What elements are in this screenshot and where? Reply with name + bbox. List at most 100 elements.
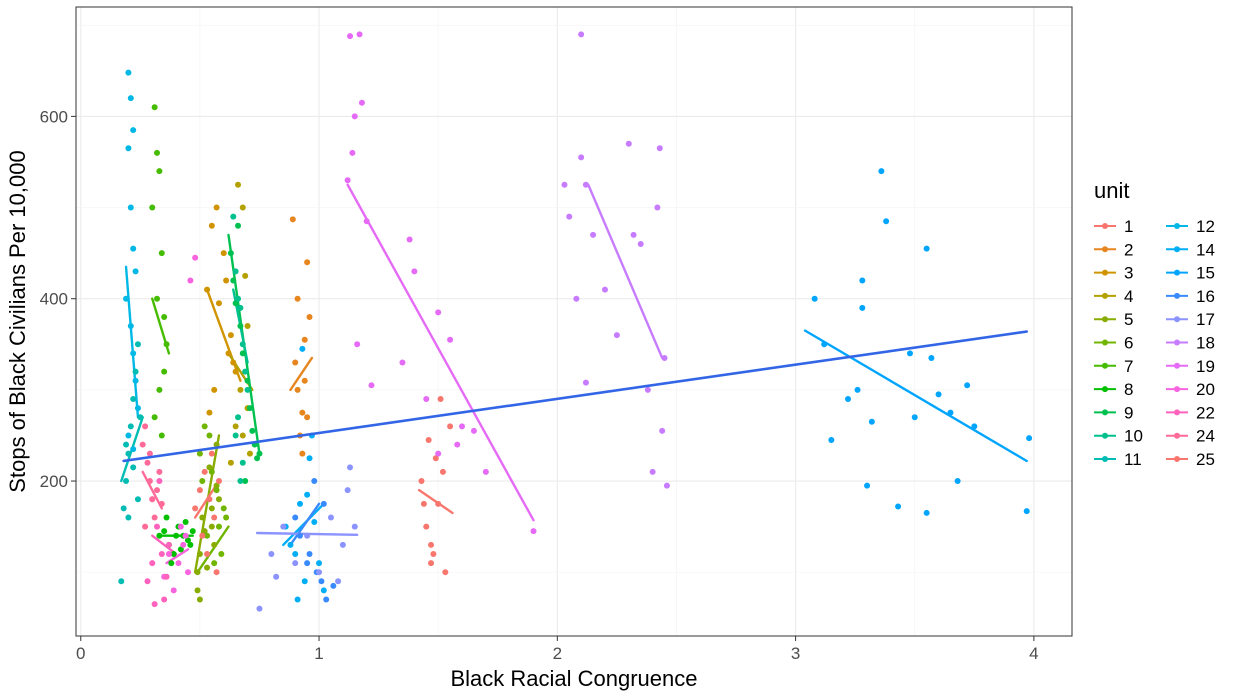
point-unit-3 bbox=[225, 350, 232, 357]
legend-label-unit-20: 20 bbox=[1196, 380, 1215, 399]
point-unit-9 bbox=[244, 377, 251, 384]
point-unit-15 bbox=[821, 341, 828, 348]
point-unit-17 bbox=[268, 550, 275, 557]
point-unit-15 bbox=[859, 277, 866, 284]
point-unit-18 bbox=[644, 386, 651, 393]
point-unit-15 bbox=[923, 509, 930, 516]
legend-label-unit-12: 12 bbox=[1196, 217, 1215, 236]
point-unit-10 bbox=[239, 341, 246, 348]
point-unit-19 bbox=[399, 359, 406, 366]
legend-title: unit bbox=[1094, 178, 1129, 203]
legend-label-unit-8: 8 bbox=[1124, 380, 1133, 399]
point-unit-1 bbox=[418, 478, 425, 485]
point-unit-3 bbox=[230, 359, 237, 366]
point-unit-9 bbox=[254, 455, 261, 462]
legend-key-point-unit-5 bbox=[1102, 316, 1108, 323]
point-unit-16 bbox=[292, 514, 299, 521]
point-unit-3 bbox=[204, 286, 211, 293]
point-unit-4 bbox=[232, 423, 239, 430]
point-unit-12 bbox=[125, 432, 132, 439]
legend-key-point-unit-14 bbox=[1174, 246, 1180, 253]
point-unit-17 bbox=[339, 541, 346, 548]
point-unit-19 bbox=[363, 218, 370, 225]
point-unit-24 bbox=[142, 523, 149, 530]
point-unit-15 bbox=[845, 395, 852, 402]
point-unit-7 bbox=[151, 414, 158, 421]
point-unit-17 bbox=[335, 578, 342, 585]
point-unit-8 bbox=[189, 528, 196, 535]
point-unit-2 bbox=[301, 377, 308, 384]
point-unit-1 bbox=[430, 550, 437, 557]
point-unit-15 bbox=[878, 168, 885, 175]
point-unit-10 bbox=[237, 478, 244, 485]
legend-key-point-unit-2 bbox=[1102, 246, 1108, 253]
point-unit-5 bbox=[211, 541, 218, 548]
fit-line-unit-4 bbox=[227, 352, 254, 392]
point-unit-22 bbox=[165, 541, 172, 548]
point-unit-8 bbox=[161, 528, 168, 535]
point-unit-17 bbox=[316, 569, 323, 576]
point-unit-1 bbox=[442, 569, 449, 576]
point-unit-18 bbox=[561, 181, 568, 188]
legend-key-point-unit-3 bbox=[1102, 269, 1108, 276]
point-unit-7 bbox=[156, 168, 163, 175]
legend-label-unit-7: 7 bbox=[1124, 357, 1133, 376]
point-unit-18 bbox=[663, 482, 670, 489]
point-unit-15 bbox=[964, 382, 971, 389]
point-unit-1 bbox=[437, 395, 444, 402]
y-axis-ticks: 200 400 600 bbox=[40, 107, 76, 491]
fit-line-unit-2 bbox=[289, 356, 314, 392]
point-unit-7 bbox=[158, 250, 165, 257]
point-unit-12 bbox=[127, 204, 134, 211]
point-unit-6 bbox=[218, 550, 225, 557]
point-unit-6 bbox=[208, 468, 215, 475]
point-unit-18 bbox=[654, 204, 661, 211]
legend-key-point-unit-8 bbox=[1102, 386, 1108, 393]
legend-label-unit-18: 18 bbox=[1196, 334, 1215, 353]
point-unit-24 bbox=[149, 496, 156, 503]
point-unit-12 bbox=[127, 95, 134, 102]
point-unit-11 bbox=[125, 514, 132, 521]
point-unit-12 bbox=[132, 268, 139, 275]
grid-lines bbox=[76, 7, 1072, 636]
fit-line-unit-18 bbox=[587, 183, 664, 360]
point-unit-15 bbox=[923, 245, 930, 252]
y-tick-label: 200 bbox=[40, 472, 68, 491]
point-unit-7 bbox=[161, 368, 168, 375]
point-unit-24 bbox=[158, 500, 165, 507]
point-unit-25 bbox=[215, 478, 222, 485]
point-unit-25 bbox=[206, 496, 213, 503]
point-unit-18 bbox=[566, 213, 573, 220]
point-unit-24 bbox=[139, 441, 146, 448]
point-unit-9 bbox=[227, 250, 234, 257]
point-unit-15 bbox=[883, 218, 890, 225]
legend-label-unit-10: 10 bbox=[1124, 427, 1143, 446]
point-unit-4 bbox=[244, 323, 251, 330]
point-unit-15 bbox=[811, 295, 818, 302]
point-unit-15 bbox=[911, 414, 918, 421]
point-unit-1 bbox=[432, 455, 439, 462]
point-unit-9 bbox=[239, 350, 246, 357]
point-unit-15 bbox=[971, 423, 978, 430]
point-unit-5 bbox=[194, 569, 201, 576]
point-unit-17 bbox=[273, 573, 280, 580]
point-unit-14 bbox=[311, 519, 318, 526]
point-unit-1 bbox=[428, 560, 435, 567]
point-unit-1 bbox=[447, 423, 454, 430]
point-unit-9 bbox=[249, 427, 256, 434]
point-unit-2 bbox=[304, 414, 311, 421]
point-unit-11 bbox=[123, 441, 130, 448]
point-unit-10 bbox=[232, 268, 239, 275]
point-unit-15 bbox=[895, 503, 902, 510]
point-unit-2 bbox=[289, 216, 296, 223]
point-unit-22 bbox=[163, 573, 170, 580]
point-unit-4 bbox=[246, 450, 253, 457]
point-unit-3 bbox=[208, 222, 215, 229]
point-unit-10 bbox=[244, 386, 251, 393]
point-unit-19 bbox=[435, 309, 442, 316]
point-unit-22 bbox=[149, 560, 156, 567]
point-unit-12 bbox=[130, 446, 137, 453]
legend-label-unit-22: 22 bbox=[1196, 403, 1215, 422]
point-unit-19 bbox=[435, 450, 442, 457]
